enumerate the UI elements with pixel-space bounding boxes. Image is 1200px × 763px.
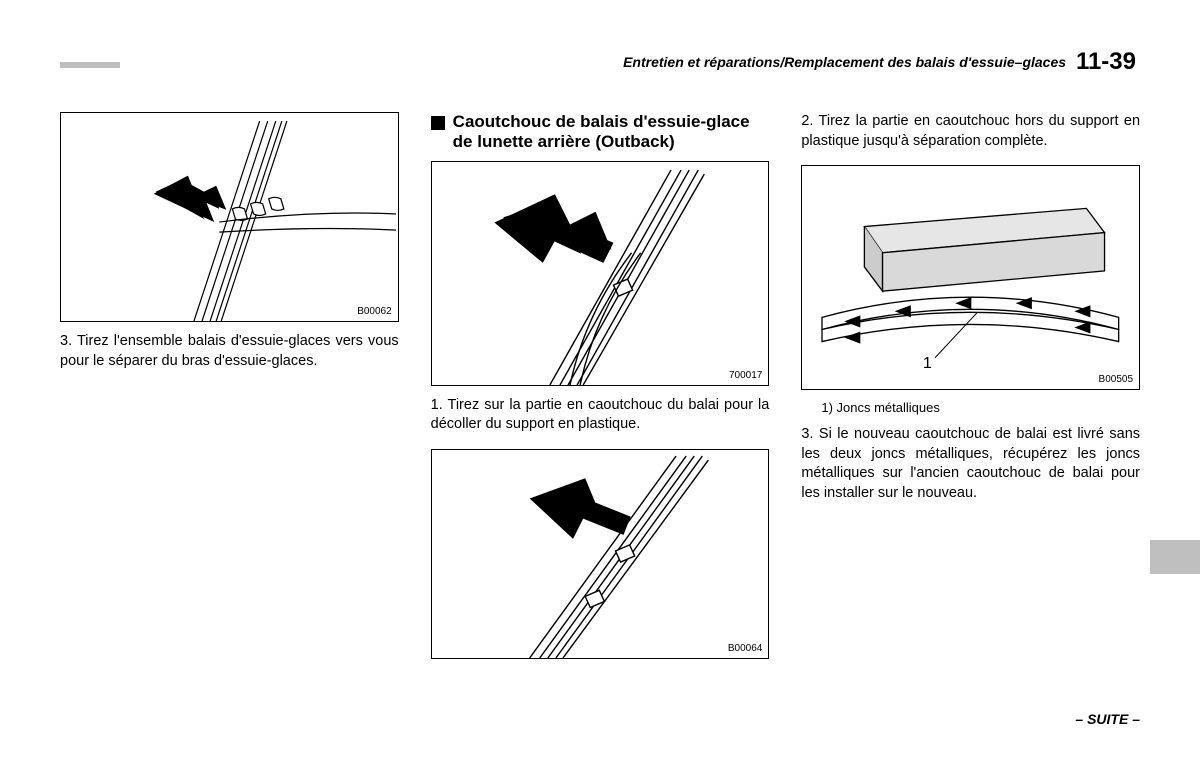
breadcrumb: Entretien et réparations/Remplacement de…	[623, 54, 1066, 70]
wiper-assembly-illustration	[61, 113, 398, 321]
heading-bullet-icon	[431, 116, 445, 130]
figure-rubber-separate: B00064	[431, 449, 770, 659]
figure-code: B00062	[357, 306, 391, 317]
content-columns: B00062 3. Tirez l'ensemble balais d'essu…	[60, 112, 1140, 669]
header-grey-bar	[60, 62, 120, 68]
rubber-separate-illustration	[432, 450, 769, 658]
figure-code: 700017	[729, 370, 762, 381]
section-heading: Caoutchouc de balais d'essuie-glace de l…	[431, 112, 770, 153]
rubber-pull-illustration	[432, 162, 769, 385]
column-2: Caoutchouc de balais d'essuie-glace de l…	[431, 112, 770, 669]
col1-step3-text: 3. Tirez l'ensemble balais d'essuie-glac…	[60, 332, 399, 371]
col3-step3-text: 3. Si le nouveau caoutchouc de balai est…	[801, 425, 1140, 503]
figure-caption: 1) Joncs métalliques	[821, 400, 1140, 415]
column-3: 2. Tirez la partie en caoutchouc hors du…	[801, 112, 1140, 669]
side-tab	[1150, 540, 1200, 574]
figure-metal-strips: 1 B00505	[801, 165, 1140, 390]
figure-code: B00505	[1099, 374, 1133, 385]
heading-text: Caoutchouc de balais d'essuie-glace de l…	[453, 112, 770, 153]
figure-rubber-pull: 700017	[431, 161, 770, 386]
col2-step1-text: 1. Tirez sur la partie en caoutchouc du …	[431, 396, 770, 435]
column-1: B00062 3. Tirez l'ensemble balais d'essu…	[60, 112, 399, 669]
continued-footer: – SUITE –	[1075, 711, 1140, 727]
figure-code: B00064	[728, 643, 762, 654]
page-number: 11-39	[1070, 48, 1136, 75]
metal-strips-illustration: 1	[802, 166, 1139, 389]
page-header: Entretien et réparations/Remplacement de…	[60, 48, 1140, 76]
callout-1: 1	[923, 354, 932, 372]
col3-step2-text: 2. Tirez la partie en caoutchouc hors du…	[801, 112, 1140, 151]
figure-wiper-assembly: B00062	[60, 112, 399, 322]
